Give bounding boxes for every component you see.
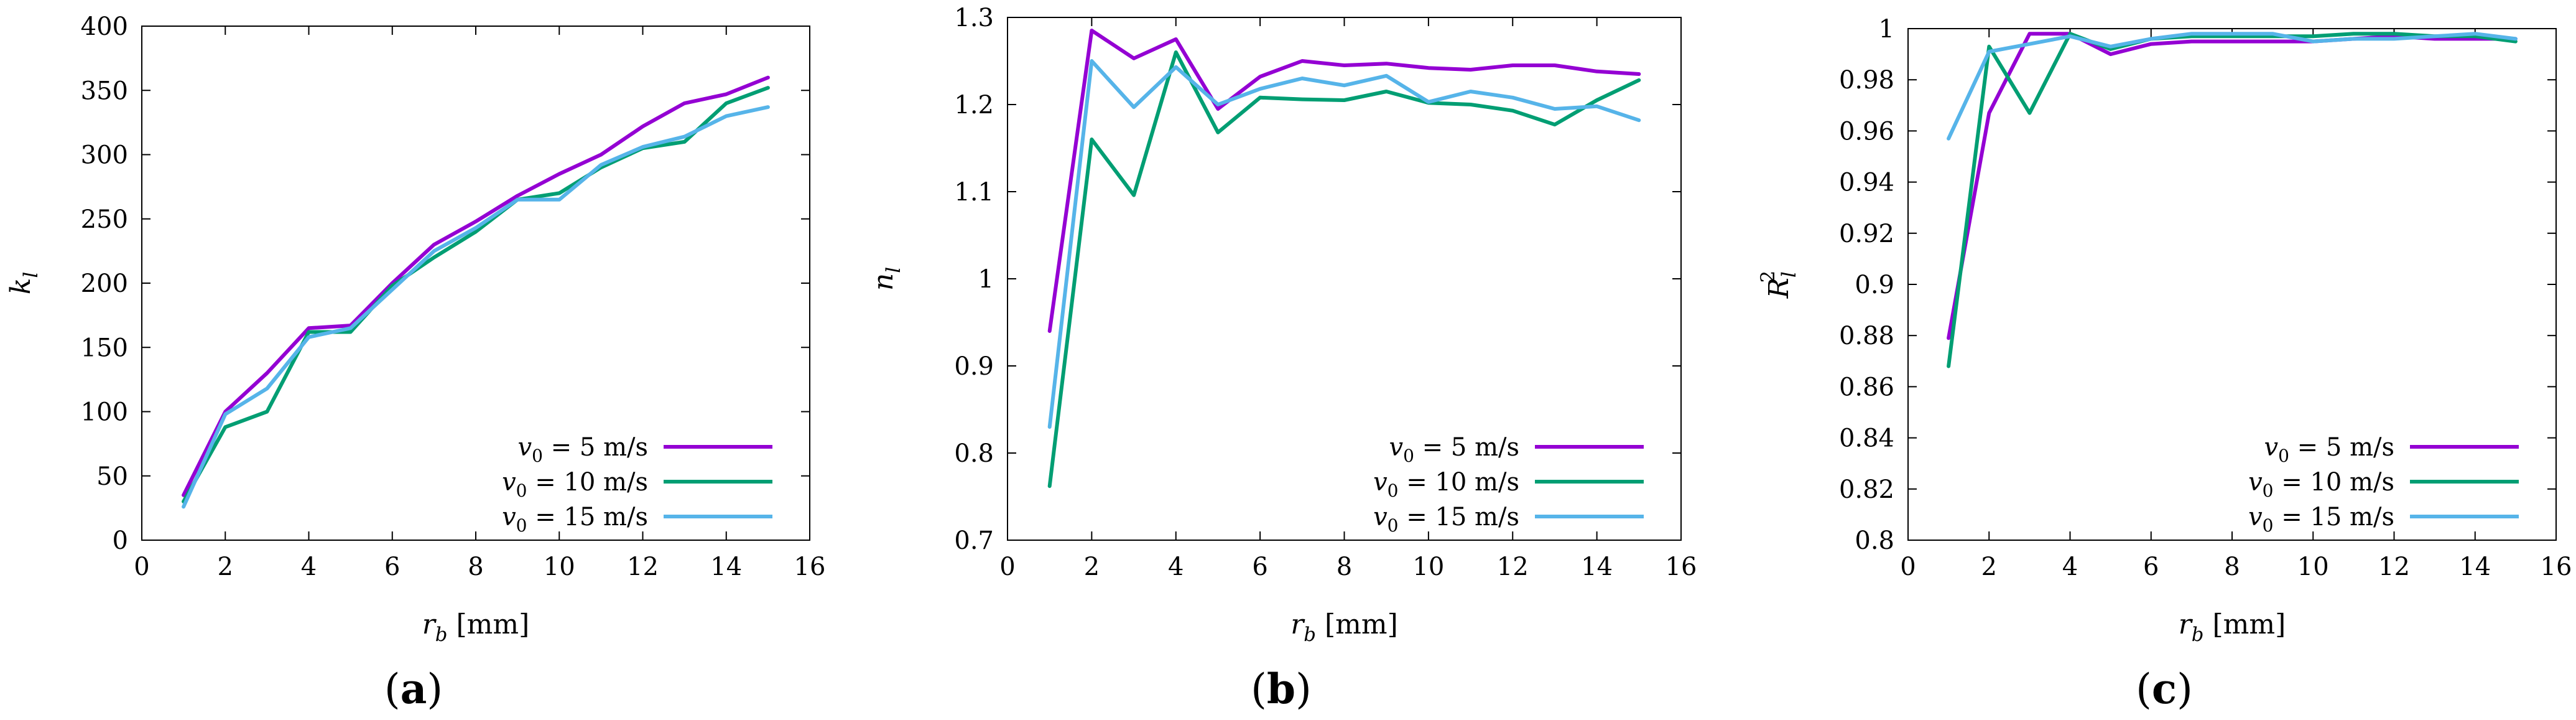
series-line-3	[182, 105, 770, 509]
legend-label-2: v0 = 10 m/s	[2248, 468, 2394, 501]
x-axis-label: rb [mm]	[1290, 609, 1398, 646]
x-tick-label: 10	[1412, 553, 1444, 581]
series-line-2	[182, 86, 770, 503]
series-line-1	[182, 75, 770, 497]
legend-label-3: v0 = 15 m/s	[2248, 503, 2394, 536]
chart-panel-3: 0 2 4 6 8 10 12 14 16 0.8 0.82 0.84 0.86 0.88 0.9 0.92 0…	[1757, 15, 2572, 713]
y-tick-label: 300	[81, 141, 128, 170]
y-tick-label: 150	[81, 334, 128, 362]
y-tick-label: 0.96	[1839, 117, 1894, 146]
y-tick-label: 100	[81, 398, 128, 427]
y-tick-label: 200	[81, 269, 128, 298]
x-tick-label: 4	[2062, 553, 2078, 581]
x-tick-label: 2	[1084, 553, 1100, 581]
chart-panel-2: 0 2 4 6 8 10 12 14 16 0.7 0.8 0.9 1 1.1 1.2 1.3 v0 = 5 m…	[868, 4, 1697, 713]
y-tick-label: 1.1	[954, 178, 994, 207]
y-tick-label: 0.82	[1839, 475, 1894, 504]
x-tick-label: 8	[468, 553, 483, 581]
x-tick-label: 4	[301, 553, 317, 581]
x-axis-label: rb [mm]	[2179, 609, 2286, 646]
x-tick-label: 0	[134, 553, 149, 581]
legend-label-2: v0 = 10 m/s	[1373, 468, 1519, 501]
x-tick-label: 12	[1497, 553, 1529, 581]
y-tick-label: 50	[96, 462, 128, 491]
series-line-1	[1047, 29, 1641, 333]
legend-label-1: v0 = 5 m/s	[1389, 433, 1519, 466]
plot-frame	[1007, 17, 1682, 541]
y-tick-label: 0.9	[954, 352, 994, 381]
panel-label: (b)	[1251, 665, 1312, 713]
series-line-1	[1947, 32, 2518, 340]
x-tick-label: 0	[999, 553, 1015, 581]
y-axis-label: nl	[868, 267, 905, 291]
chart-panel-1: 0 2 4 6 8 10 12 14 16 0 50 100 150 200 250 300 350 400 v0 …	[5, 12, 825, 713]
x-tick-label: 14	[2459, 553, 2491, 581]
series-line-2	[1047, 50, 1641, 489]
x-tick-label: 10	[2297, 553, 2329, 581]
y-tick-label: 0.92	[1839, 220, 1894, 248]
plot-frame	[141, 26, 810, 541]
plot-frame	[1907, 28, 2557, 541]
x-tick-label: 8	[2224, 553, 2240, 581]
x-tick-label: 6	[1252, 553, 1267, 581]
x-tick-label: 6	[384, 553, 400, 581]
legend-label-1: v0 = 5 m/s	[518, 433, 648, 466]
series-line-3	[1947, 32, 2518, 141]
x-axis-label: rb [mm]	[422, 609, 530, 646]
x-tick-label: 6	[2143, 553, 2159, 581]
legend-label-3: v0 = 15 m/s	[1373, 503, 1519, 536]
x-tick-label: 14	[1581, 553, 1613, 581]
y-tick-label: 0.88	[1839, 322, 1894, 350]
y-tick-label: 0.9	[1855, 271, 1894, 299]
y-tick-label: 0.94	[1839, 169, 1894, 197]
y-tick-label: 1	[978, 265, 994, 294]
x-tick-label: 8	[1337, 553, 1352, 581]
y-tick-label: 0	[113, 526, 128, 555]
series-line-3	[1047, 59, 1641, 429]
y-axis-label: kl	[5, 272, 42, 295]
y-tick-label: 1	[1879, 15, 1894, 44]
y-axis-label: Rl2	[1757, 271, 1800, 299]
panel-label: (a)	[384, 665, 443, 713]
x-tick-label: 0	[1900, 553, 1916, 581]
legend-label-3: v0 = 15 m/s	[502, 503, 648, 536]
x-tick-label: 12	[2378, 553, 2410, 581]
legend-label-2: v0 = 10 m/s	[502, 468, 648, 501]
x-tick-label: 10	[544, 553, 575, 581]
y-tick-label: 350	[81, 77, 128, 105]
y-tick-label: 400	[81, 12, 128, 41]
y-tick-label: 0.8	[954, 439, 994, 468]
x-tick-label: 2	[1981, 553, 1997, 581]
x-tick-label: 2	[218, 553, 233, 581]
y-tick-label: 0.86	[1839, 373, 1894, 401]
y-tick-label: 0.8	[1855, 526, 1894, 555]
y-tick-label: 1.2	[954, 91, 994, 119]
x-tick-label: 14	[710, 553, 742, 581]
y-tick-label: 0.84	[1839, 424, 1894, 453]
legend-label-1: v0 = 5 m/s	[2264, 433, 2394, 466]
x-tick-label: 16	[794, 553, 826, 581]
series-line-2	[1947, 32, 2518, 368]
y-tick-label: 1.3	[954, 4, 994, 32]
x-tick-label: 16	[1666, 553, 1697, 581]
y-tick-label: 0.98	[1839, 66, 1894, 95]
x-tick-label: 12	[627, 553, 659, 581]
x-tick-label: 4	[1168, 553, 1184, 581]
x-tick-label: 16	[2541, 553, 2572, 581]
y-tick-label: 250	[81, 205, 128, 234]
panel-label: (c)	[2136, 665, 2193, 713]
y-tick-label: 0.7	[954, 526, 994, 555]
